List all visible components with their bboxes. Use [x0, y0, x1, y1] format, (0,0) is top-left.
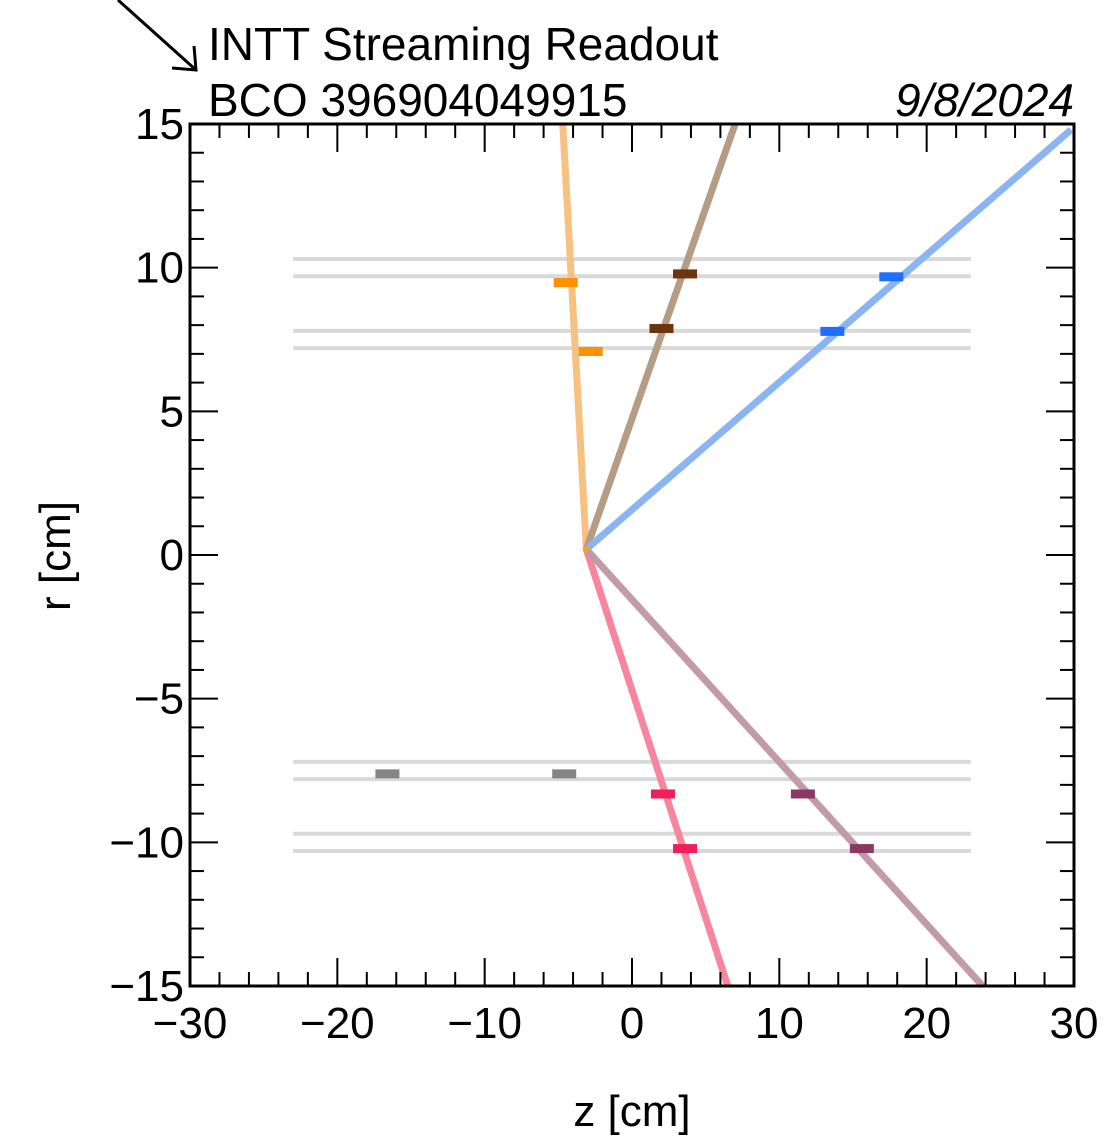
track-line — [583, 122, 739, 551]
y-tick-label: −10 — [109, 818, 184, 867]
y-tick-label: 10 — [135, 244, 184, 293]
detector-layers — [293, 257, 971, 853]
hit-marker — [790, 789, 815, 799]
track-line — [583, 546, 986, 989]
hit-marker — [578, 346, 603, 356]
vertex-point — [582, 545, 590, 553]
chart-date: 9/8/2024 — [895, 74, 1074, 126]
hit-marker — [649, 324, 674, 334]
x-tick-label: 10 — [755, 999, 804, 1048]
chart-subtitle-bco: BCO 396904049915 — [208, 74, 627, 126]
hit-marker — [820, 326, 845, 336]
track-line — [584, 127, 1074, 552]
x-tick-label: −30 — [153, 999, 228, 1048]
hit-marker — [879, 272, 904, 282]
pointer-arrow-icon — [116, 0, 198, 72]
y-tick-label: 5 — [160, 387, 184, 436]
x-tick-label: 20 — [902, 999, 951, 1048]
hit-marker — [552, 769, 577, 779]
hit-marker — [673, 269, 698, 279]
hit-markers — [375, 269, 904, 854]
y-axis-label: r [cm] — [31, 501, 80, 611]
hit-marker — [375, 769, 400, 779]
track-lines — [559, 122, 1074, 989]
y-tick-label: 0 — [160, 531, 184, 580]
chart-title: INTT Streaming Readout — [208, 18, 719, 70]
plot-frame — [188, 122, 1076, 988]
y-tick-label: −15 — [109, 962, 184, 1011]
y-tick-label: −5 — [134, 675, 184, 724]
hit-marker — [673, 844, 698, 854]
x-tick-label: 0 — [620, 999, 644, 1048]
axes: −30 −20 −10 0 10 20 30 −15 −10 −5 0 5 10 15 — [109, 100, 1098, 1048]
x-tick-label: −20 — [300, 999, 375, 1048]
y-tick-label: 15 — [135, 100, 184, 149]
x-tick-label: 30 — [1050, 999, 1099, 1048]
x-axis-label: z [cm] — [573, 1087, 690, 1136]
track-line — [582, 548, 732, 988]
hit-marker — [553, 278, 578, 288]
hit-marker — [849, 844, 874, 854]
x-tick-label: −10 — [447, 999, 522, 1048]
hit-marker — [650, 789, 675, 799]
track-line — [559, 123, 590, 550]
